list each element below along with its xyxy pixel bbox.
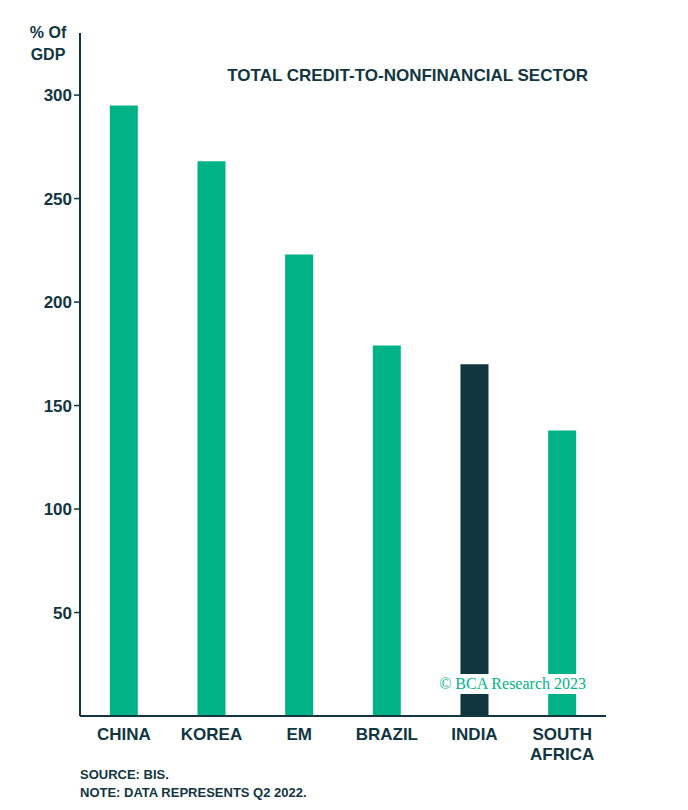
- svg-text:CHINA: CHINA: [97, 725, 151, 744]
- svg-text:AFRICA: AFRICA: [530, 745, 594, 764]
- html-text:NOTE: DATA REPRESENTS Q2 2022.: NOTE: DATA REPRESENTS Q2 2022.: [80, 785, 307, 800]
- svg-text:SOUTH: SOUTH: [532, 725, 592, 744]
- html-text:TOTAL CREDIT-TO-NONFINANCIAL S: TOTAL CREDIT-TO-NONFINANCIAL SECTOR: [227, 66, 588, 85]
- svg-text:250: 250: [44, 190, 72, 209]
- svg-text:BRAZIL: BRAZIL: [356, 725, 418, 744]
- svg-text:150: 150: [44, 397, 72, 416]
- svg-text:300: 300: [44, 86, 72, 105]
- svg-text:EM: EM: [286, 725, 312, 744]
- svg-text:KOREA: KOREA: [181, 725, 242, 744]
- svg-text:INDIA: INDIA: [451, 725, 497, 744]
- html-text:% Of GDP: % Of GDP: [29, 24, 67, 63]
- svg-text:100: 100: [44, 500, 72, 519]
- html-text:© BCA Research 2023: © BCA Research 2023: [439, 675, 586, 692]
- svg-text:50: 50: [53, 604, 72, 623]
- svg-text:200: 200: [44, 293, 72, 312]
- html-text:SOURCE: BIS.: SOURCE: BIS.: [80, 767, 169, 782]
